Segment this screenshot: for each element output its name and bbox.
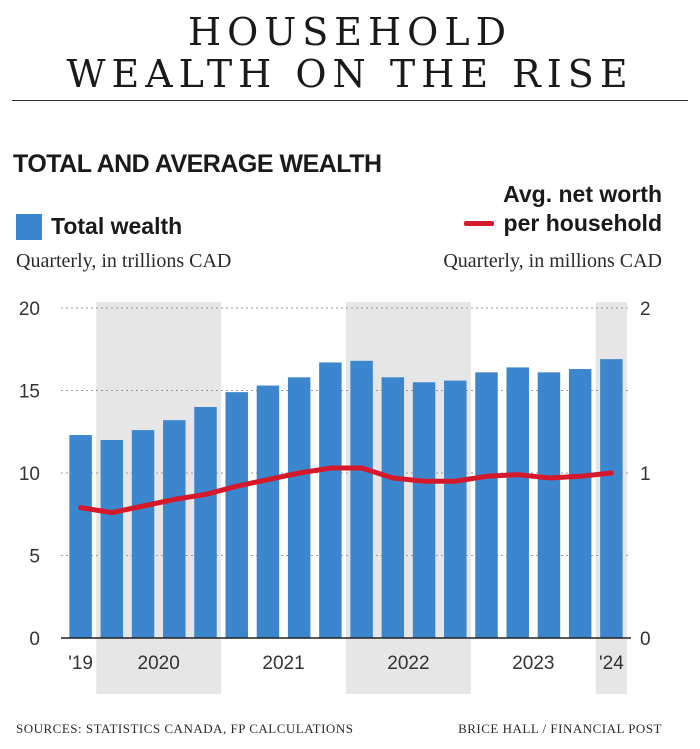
legend-line-swatch	[463, 221, 494, 226]
x-axis-label: '19	[68, 653, 93, 674]
bar-2	[131, 430, 155, 638]
left-axis-tick-label: 10	[19, 464, 40, 485]
chart-subtitle: TOTAL AND AVERAGE WEALTH	[13, 150, 382, 178]
x-axis-label: '24	[599, 653, 624, 674]
legend-bar-entry: Total wealth	[16, 213, 182, 240]
bar-8	[319, 362, 342, 638]
bar-7	[287, 377, 311, 638]
legend-line-label-2: per household	[503, 210, 662, 236]
legend-bar-label: Total wealth	[51, 213, 183, 239]
bar-3	[163, 420, 186, 638]
left-axis-tick-label: 20	[19, 299, 40, 320]
bar-9	[350, 360, 373, 638]
left-axis-tick-label: 0	[29, 629, 40, 650]
bar-0	[69, 435, 92, 638]
x-axis-label: 2023	[512, 653, 554, 674]
right-axis-tick-label: 1	[640, 464, 651, 485]
bar-15	[537, 372, 561, 638]
avg-net-worth-line	[78, 465, 614, 516]
wealth-chart: 0 5 10 15 20 0 1 2 '19 2020 2021 2022 2023 '24	[19, 299, 651, 694]
credit-note: BRICE HALL / FINANCIAL POST	[458, 721, 662, 736]
legend-bar-swatch	[16, 213, 42, 240]
x-axis-label: 2020	[138, 653, 180, 674]
legend-line-entry: Avg. net worth per household	[463, 180, 662, 238]
title-line-2: WEALTH ON THE RISE	[66, 52, 634, 96]
bar-4	[194, 407, 217, 638]
left-axis-tick-label: 15	[19, 382, 40, 403]
right-axis-tick-label: 0	[640, 629, 651, 650]
bar-16	[568, 369, 592, 638]
left-axis-unit: Quarterly, in trillions CAD	[16, 250, 232, 272]
bar-17	[600, 359, 623, 638]
sources-note: SOURCES: STATISTICS CANADA, FP CALCULATI…	[16, 721, 354, 736]
bar-13	[475, 372, 498, 638]
bar-11	[412, 382, 436, 638]
legend-line-label-1: Avg. net worth	[503, 181, 662, 207]
bar-5	[225, 392, 248, 638]
bar-12	[444, 380, 467, 638]
bar-10	[381, 377, 405, 638]
bar-6	[256, 385, 280, 638]
title-line-1: HOUSEHOLD	[187, 10, 513, 54]
left-axis-tick-label: 5	[29, 547, 40, 568]
legend-line-row: per household	[463, 209, 662, 238]
bar-14	[506, 367, 529, 638]
x-axis-label: 2022	[387, 653, 429, 674]
x-axis-label: 2021	[262, 653, 304, 674]
right-axis-unit: Quarterly, in millions CAD	[443, 250, 662, 272]
right-axis-tick-label: 2	[640, 299, 651, 320]
bar-1	[100, 440, 124, 638]
title-divider	[12, 100, 688, 101]
